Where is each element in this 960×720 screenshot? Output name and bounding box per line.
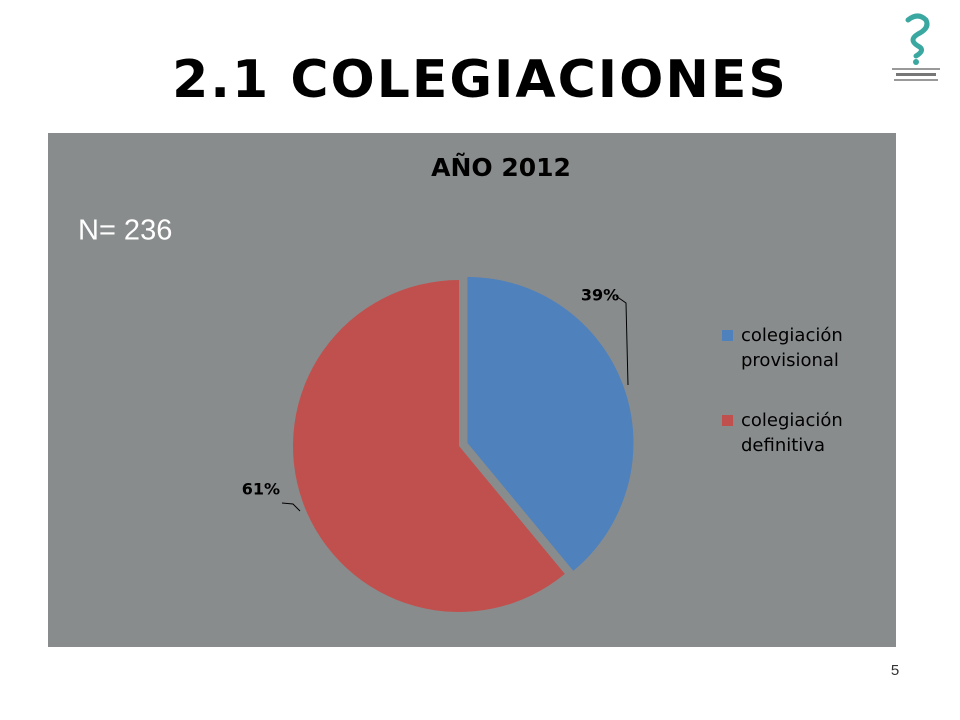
- leader-line: [615, 295, 629, 386]
- pie-slice: [293, 280, 565, 612]
- data-label: 61%: [242, 480, 280, 499]
- legend-label: colegiación definitiva: [741, 410, 843, 456]
- logo: [892, 13, 940, 81]
- legend-swatch: [722, 415, 733, 426]
- slide-title: 2.1 COLEGIACIONES: [172, 50, 788, 110]
- pie-slice: [467, 276, 634, 571]
- annotation: N= 236: [78, 215, 172, 247]
- data-label: 39%: [581, 286, 619, 305]
- page-number: 5: [890, 662, 900, 679]
- legend-item: colegiación provisional: [722, 323, 872, 373]
- legend-item: colegiación definitiva: [722, 408, 872, 458]
- chart: AÑO 2012 N= 236 39% 61%: [48, 133, 896, 647]
- legend-swatch: [722, 330, 733, 341]
- chart-title: AÑO 2012: [431, 153, 571, 182]
- leader-line: [281, 502, 301, 512]
- legend-label: colegiación provisional: [741, 325, 843, 371]
